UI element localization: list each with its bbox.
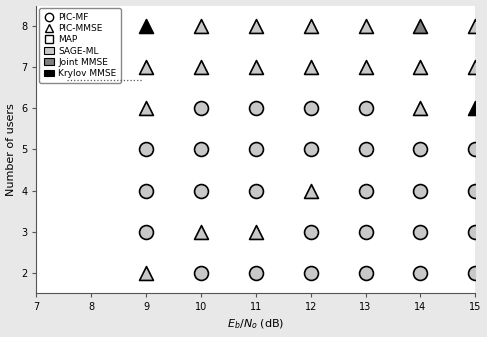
Point [142, 23, 150, 29]
Point [471, 229, 479, 234]
Point [197, 23, 205, 29]
Point [416, 23, 424, 29]
Point [197, 147, 205, 152]
Point [307, 188, 315, 193]
Point [197, 188, 205, 193]
Point [197, 105, 205, 111]
Point [307, 64, 315, 70]
Point [416, 64, 424, 70]
Point [416, 147, 424, 152]
Point [307, 23, 315, 29]
Point [252, 23, 260, 29]
Point [197, 229, 205, 234]
Point [307, 229, 315, 234]
Point [142, 270, 150, 275]
Point [142, 229, 150, 234]
Point [362, 64, 370, 70]
Point [307, 270, 315, 275]
Point [362, 270, 370, 275]
Point [416, 229, 424, 234]
Point [142, 147, 150, 152]
Point [197, 64, 205, 70]
Point [362, 147, 370, 152]
Point [416, 188, 424, 193]
Point [471, 270, 479, 275]
Point [362, 188, 370, 193]
Point [142, 64, 150, 70]
Point [416, 105, 424, 111]
Point [142, 105, 150, 111]
Point [197, 270, 205, 275]
Point [252, 188, 260, 193]
Y-axis label: Number of users: Number of users [5, 103, 16, 196]
Point [471, 23, 479, 29]
Point [252, 270, 260, 275]
Point [471, 105, 479, 111]
Point [307, 105, 315, 111]
Point [471, 147, 479, 152]
Point [307, 147, 315, 152]
Point [471, 64, 479, 70]
Point [252, 147, 260, 152]
Point [142, 188, 150, 193]
Point [252, 229, 260, 234]
Point [362, 229, 370, 234]
Point [416, 270, 424, 275]
Point [362, 23, 370, 29]
Point [252, 64, 260, 70]
Point [362, 105, 370, 111]
Point [252, 105, 260, 111]
Legend: PIC-MF, PIC-MMSE, MAP, SAGE-ML, Joint MMSE, Krylov MMSE: PIC-MF, PIC-MMSE, MAP, SAGE-ML, Joint MM… [39, 8, 121, 83]
X-axis label: $E_b/N_o$ (dB): $E_b/N_o$ (dB) [227, 318, 284, 332]
Point [471, 188, 479, 193]
